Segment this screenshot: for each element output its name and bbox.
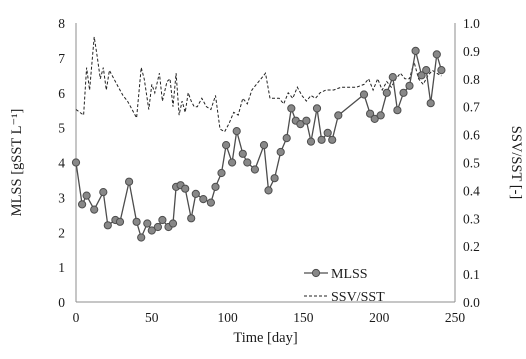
mlss-point: [206, 198, 215, 207]
legend-mlss-marker: [311, 268, 321, 278]
legend-mlss-label: MLSS: [331, 267, 368, 282]
y-left-tick-label: 5: [58, 121, 65, 136]
y-left-tick-label: 0: [58, 295, 65, 310]
mlss-point: [250, 165, 259, 174]
mlss-point: [276, 147, 285, 157]
mlss-point: [359, 90, 369, 99]
y-left-tick-label: 3: [58, 190, 65, 205]
mlss-point: [334, 111, 343, 120]
y-right-tick-label: 0.1: [463, 267, 480, 282]
mlss-point: [217, 168, 226, 178]
mlss-point: [393, 106, 402, 115]
y-left-tick-label: 6: [58, 86, 65, 101]
y-right-tick-label: 0.7: [463, 100, 480, 115]
mlss-point: [187, 214, 196, 223]
mlss-point: [199, 195, 208, 204]
y-left-tick-label: 4: [58, 156, 65, 171]
y-right-tick-label: 0.6: [463, 128, 480, 143]
y-left-tick-label: 1: [58, 260, 65, 275]
y-left-tick-label: 7: [58, 51, 65, 66]
mlss-point: [287, 104, 296, 113]
mlss-point: [90, 205, 99, 214]
mlss-point: [158, 215, 167, 225]
y-left-tick-label: 2: [58, 225, 65, 240]
mlss-point: [243, 158, 252, 167]
mlss-point: [270, 174, 279, 183]
y-right-tick-label: 0.2: [463, 239, 480, 254]
mlss-point: [282, 134, 291, 143]
mlss-point: [366, 109, 375, 118]
mlss-point: [82, 191, 91, 200]
mlss-point: [137, 233, 146, 242]
x-tick-label: 100: [217, 310, 238, 325]
mlss-point: [328, 135, 337, 144]
mlss-point: [147, 226, 156, 235]
mlss-point: [417, 71, 426, 80]
x-tick-label: 150: [293, 310, 314, 325]
y-right-tick-label: 0.5: [463, 156, 480, 171]
mlss-point: [411, 46, 420, 56]
mlss-point: [238, 149, 247, 158]
mlss-point: [296, 120, 305, 129]
mlss-point: [211, 182, 220, 191]
mlss-point: [125, 177, 134, 186]
series-layer: [71, 36, 446, 242]
y-axis-left-title: MLSS [gSST L⁻¹]: [9, 109, 25, 217]
mlss-point: [426, 99, 435, 108]
mlss-point: [405, 81, 414, 90]
y-axis-right-title: SSV/SST [-]: [508, 126, 524, 199]
mlss-point: [259, 141, 269, 150]
mlss-point: [132, 217, 141, 226]
mlss-point: [168, 219, 178, 228]
mlss-point: [232, 127, 241, 136]
y-right-tick-label: 0.3: [463, 211, 480, 226]
mlss-point: [71, 158, 81, 167]
x-tick-label: 50: [145, 310, 159, 325]
mlss-point: [191, 189, 200, 198]
tick-labels: 0 50 100 150 200 250 0 1 2 3 4 5 6 7 8 0.0 0.1 0.2 0.3 0.4 0…: [58, 16, 480, 325]
y-right-tick-label: 1.0: [463, 16, 480, 31]
mlss-point: [228, 158, 237, 167]
mlss-point: [437, 66, 446, 75]
mlss-point: [432, 50, 441, 59]
y-right-tick-label: 0.8: [463, 72, 480, 87]
y-right-tick-label: 0.9: [463, 44, 480, 59]
y-right-tick-label: 0.4: [463, 183, 480, 198]
mlss-point: [306, 137, 316, 146]
mlss-point: [222, 141, 231, 150]
y-left-tick-label: 8: [58, 16, 65, 31]
mlss-point: [376, 111, 385, 120]
mlss-point: [99, 188, 108, 197]
mlss-point: [78, 200, 87, 209]
mlss-point: [103, 221, 112, 230]
mlss-point: [388, 73, 397, 82]
series-mlss-line: [75, 50, 443, 240]
x-axis-title: Time [day]: [233, 330, 297, 346]
x-tick-label: 200: [369, 310, 390, 325]
series-ssv-sst-line: [75, 36, 442, 133]
mlss-point: [323, 128, 332, 137]
mlss-point: [115, 217, 125, 226]
mlss-point: [317, 135, 326, 144]
mlss-point: [264, 186, 273, 195]
mlss-point: [312, 104, 322, 113]
y-right-tick-label: 0.0: [463, 295, 480, 310]
x-tick-label: 250: [445, 310, 466, 325]
mlss-point: [382, 88, 391, 97]
mlss-point: [302, 116, 311, 125]
legend-ssv-label: SSV/SST: [331, 290, 385, 305]
mlss-point: [399, 88, 408, 97]
x-tick-label: 0: [73, 310, 80, 325]
mlss-point: [422, 66, 431, 75]
mlss-point: [181, 184, 190, 193]
mlss-point: [153, 222, 162, 232]
legend: MLSS SSV/SST: [304, 267, 385, 305]
mlss-point: [370, 114, 379, 124]
mlss-point: [143, 219, 152, 228]
